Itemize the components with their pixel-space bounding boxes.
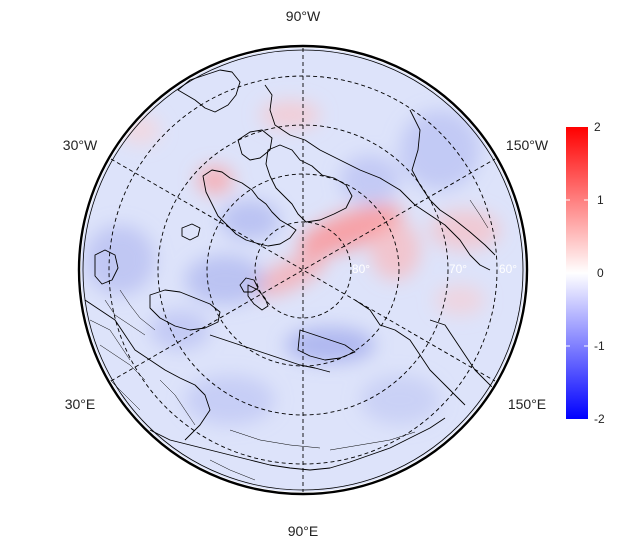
anomaly-field: [81, 48, 525, 492]
meridian-30w-150e: [110, 158, 496, 382]
british-isles-coastline: [94, 249, 119, 285]
lon-label-upper-left: 30°W: [63, 137, 98, 153]
colorbar-label-1: 1: [597, 193, 604, 207]
meridian-30e-150w: [110, 158, 496, 382]
arctic-archipelago-coastline: [265, 144, 353, 223]
longitude-labels: 90°W 90°E 30°W 150°W 30°E 150°E: [63, 8, 549, 539]
lat-label-60: 60°: [499, 262, 517, 276]
lat-label-80: 80°: [352, 262, 370, 276]
north-america-coastline: [264, 84, 491, 271]
lon-label-lower-left: 30°E: [65, 396, 96, 412]
anomaly-patches: [85, 101, 500, 425]
graticule: [108, 48, 498, 492]
hudson-bay-coastline: [177, 69, 241, 113]
siberia-coastline: [209, 334, 331, 373]
east-siberia-coastline: [354, 299, 466, 406]
svalbard-coastline: [239, 277, 259, 293]
europe-coastline: [84, 299, 211, 441]
colorbar-ticks: [566, 199, 588, 347]
political-borders: [89, 199, 489, 481]
greenland-coastline: [202, 169, 297, 247]
novaya-zemlya-coastline: [247, 284, 269, 311]
colorbar-label-0: 0: [597, 266, 604, 280]
lat-label-70: 70°: [449, 262, 467, 276]
coastlines: [84, 69, 496, 471]
map-inner-border: [82, 49, 524, 491]
alaska-coastline: [409, 109, 496, 256]
asia-coastline: [149, 417, 446, 471]
colorbar-label-neg1: -1: [594, 339, 605, 353]
lon-label-lower-right: 150°E: [508, 396, 546, 412]
iceland-coastline: [181, 223, 201, 241]
colorbar: 2 1 0 -1 -2: [566, 120, 605, 426]
lon-label-bottom: 90°E: [288, 523, 319, 539]
taymyr-coastline: [297, 329, 356, 361]
kamchatka-coastline: [429, 319, 496, 391]
baffin-coastline: [237, 129, 273, 161]
lat-circle-80: [254, 221, 352, 319]
colorbar-ramp: [566, 127, 588, 419]
scandinavia-coastline: [149, 289, 221, 331]
colorbar-label-neg2: -2: [594, 412, 605, 426]
colorbar-label-2: 2: [594, 120, 601, 134]
latitude-labels: 80° 70° 60°: [352, 262, 517, 276]
lon-label-top: 90°W: [286, 8, 321, 24]
lon-label-upper-right: 150°W: [506, 137, 549, 153]
map-outer-border: [77, 44, 529, 496]
